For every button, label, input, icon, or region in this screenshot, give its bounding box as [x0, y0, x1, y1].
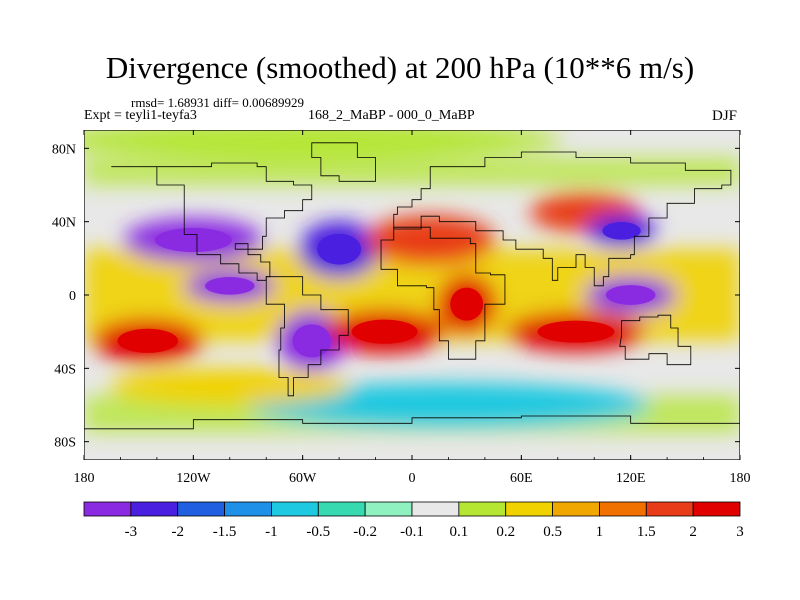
- coastline: [393, 151, 732, 287]
- colorbar-label: -1.5: [213, 524, 237, 540]
- coastline: [380, 226, 506, 360]
- coastline: [84, 415, 740, 430]
- x-tick-label: 0: [409, 471, 416, 486]
- colorbar-label: 1: [596, 524, 604, 540]
- coastline: [111, 162, 313, 281]
- colorbar-box: [271, 501, 319, 517]
- coastlines: [84, 142, 740, 430]
- colorbar-label: 1.5: [637, 524, 656, 540]
- chart-title: Divergence (smoothed) at 200 hPa (10**6 …: [105, 50, 695, 85]
- x-tick-label: 60E: [510, 471, 533, 486]
- field-core: [602, 222, 641, 240]
- coastline: [265, 276, 349, 397]
- field-core: [317, 233, 362, 265]
- y-tick-label: 80S: [54, 436, 76, 451]
- colorbar-box: [552, 501, 600, 517]
- field-core: [537, 320, 615, 343]
- field-core: [605, 285, 656, 305]
- experiment-label: Expt = teyli1-teyfa3: [84, 108, 197, 123]
- colorbar-box: [130, 501, 179, 517]
- colorbar-label: -0.1: [400, 524, 424, 540]
- divergence-map: [84, 130, 740, 460]
- field-core: [117, 328, 179, 353]
- divergence-field: [84, 130, 740, 433]
- x-tick-label: 60W: [289, 471, 317, 486]
- coastline: [311, 142, 376, 182]
- colorbar-box: [317, 501, 366, 517]
- colorbar-box: [599, 501, 647, 517]
- x-tick-label: 120E: [616, 471, 646, 486]
- stats-line: rmsd= 1.68931 diff= 0.00689929: [131, 95, 304, 110]
- colorbar-box: [692, 501, 741, 517]
- colorbar-box: [458, 501, 507, 517]
- colorbar-label: 0.1: [449, 524, 468, 540]
- y-tick-label: 40S: [54, 362, 76, 377]
- comparison-label: 168_2_MaBP - 000_0_MaBP: [308, 108, 475, 123]
- x-tick-label: 180: [730, 471, 751, 486]
- colorbar-label: 0.5: [543, 524, 562, 540]
- field-core: [351, 319, 418, 344]
- colorbar-box: [83, 501, 132, 517]
- colorbar-label: -2: [171, 524, 184, 540]
- colorbar-box: [411, 501, 460, 517]
- x-tick-label: 180: [74, 471, 95, 486]
- colorbar-label: -0.5: [306, 524, 330, 540]
- field-feature: [109, 368, 350, 405]
- coastline: [619, 314, 692, 366]
- colorbar-label: -3: [125, 524, 138, 540]
- colorbar-label: 0.2: [496, 524, 515, 540]
- colorbar-label: -0.2: [353, 524, 377, 540]
- colorbar-box: [645, 501, 694, 517]
- field-core: [450, 287, 484, 321]
- field-core: [205, 277, 255, 295]
- colorbar-label: 2: [689, 524, 697, 540]
- colorbar-box: [505, 501, 553, 517]
- colorbar-box: [364, 501, 413, 517]
- field-core: [154, 227, 232, 253]
- colorbar-labels: -3 -2 -1.5 -1 -0.5 -0.2 -0.1 0.1 0.2 0.5 1 1.5 2 3: [125, 524, 744, 540]
- colorbar-label: 3: [736, 524, 744, 540]
- field-feature: [84, 130, 563, 158]
- field-core: [292, 324, 332, 358]
- colorbar-boxes: [83, 501, 741, 517]
- colorbar-box: [224, 501, 272, 517]
- colorbar-label: -1: [265, 524, 278, 540]
- y-tick-label: 0: [69, 289, 76, 304]
- colorbar-box: [177, 501, 225, 517]
- x-tick-label: 120W: [176, 471, 211, 486]
- season-label: DJF: [712, 108, 738, 124]
- y-tick-label: 40N: [52, 216, 76, 231]
- y-tick-label: 80N: [52, 142, 76, 157]
